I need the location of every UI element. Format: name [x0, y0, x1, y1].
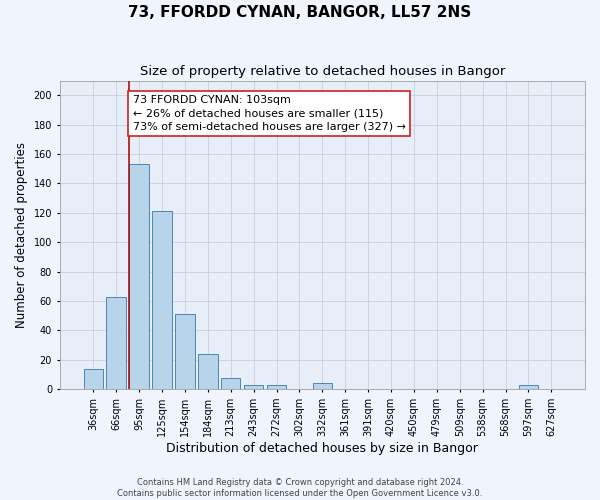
Bar [313, 384, 332, 390]
Title: Size of property relative to detached houses in Bangor: Size of property relative to detached ho… [140, 65, 505, 78]
X-axis label: Distribution of detached houses by size in Bangor: Distribution of detached houses by size … [166, 442, 478, 455]
Text: 73 FFORDD CYNAN: 103sqm
← 26% of detached houses are smaller (115)
73% of semi-d: 73 FFORDD CYNAN: 103sqm ← 26% of detache… [133, 96, 406, 132]
Bar [106, 296, 126, 390]
Bar [130, 164, 149, 390]
Bar [83, 368, 103, 390]
Bar [198, 354, 218, 390]
Bar [519, 385, 538, 390]
Text: 73, FFORDD CYNAN, BANGOR, LL57 2NS: 73, FFORDD CYNAN, BANGOR, LL57 2NS [128, 5, 472, 20]
Bar [152, 212, 172, 390]
Bar [267, 385, 286, 390]
Text: Contains HM Land Registry data © Crown copyright and database right 2024.
Contai: Contains HM Land Registry data © Crown c… [118, 478, 482, 498]
Y-axis label: Number of detached properties: Number of detached properties [15, 142, 28, 328]
Bar [175, 314, 194, 390]
Bar [221, 378, 241, 390]
Bar [244, 385, 263, 390]
